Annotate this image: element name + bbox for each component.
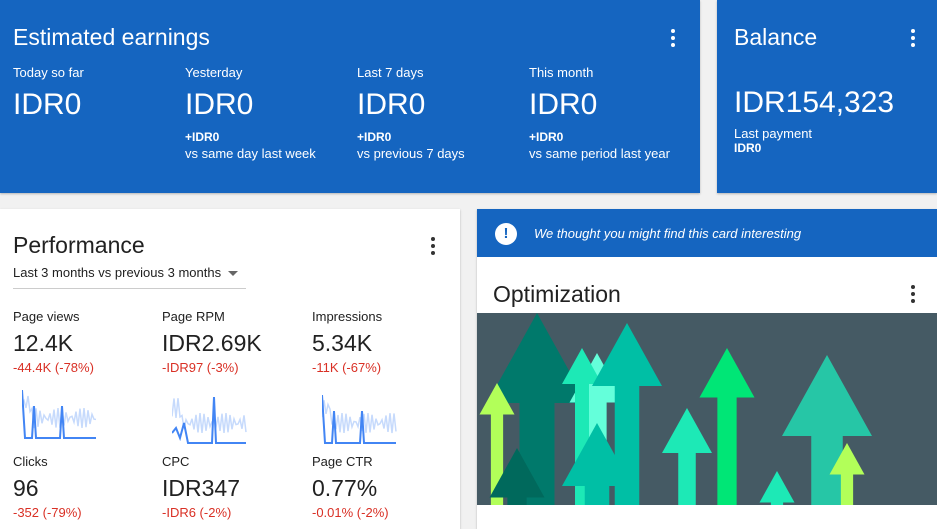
metric-page-rpm[interactable]: Page RPM IDR2.69K -IDR97 (-3%) [162,309,302,375]
label: This month [529,65,594,80]
more-options-icon[interactable] [671,29,675,47]
label: Today so far [13,65,84,80]
estimated-earnings-card: Estimated earnings Today so far IDR0 Yest… [0,0,700,193]
delta: +IDR0 [357,130,392,144]
delta: +IDR0 [529,130,564,144]
arrow-shape [479,383,515,505]
metric-value: IDR347 [162,475,240,501]
compare: vs same day last week [185,146,316,161]
value: IDR0 [357,88,426,121]
sparkline-current [172,396,246,444]
banner-text: We thought you might find this card inte… [534,226,802,241]
metric-label: Page CTR [312,454,373,469]
metric-value: 5.34K [312,330,373,356]
sparkline-current [22,389,96,439]
date-range-label: Last 3 months vs previous 3 months [13,265,222,280]
earnings-title: Estimated earnings [13,24,210,50]
arrow-shape [782,355,872,505]
metric-label: CPC [162,454,190,469]
metric-page-views[interactable]: Page views 12.4K -44.4K (-78%) [13,309,153,375]
last-payment-value: IDR0 [734,141,762,155]
metric-change: -44.4K (-78%) [13,360,94,375]
metric-label: Clicks [13,454,48,469]
sparkline [172,396,247,444]
sparkline [22,389,97,439]
optimization-title: Optimization [493,281,621,307]
balance-card: Balance IDR154,323 Last payment IDR0 [717,0,937,193]
metric-value: 12.4K [13,330,74,356]
balance-title: Balance [734,24,818,50]
arrow-shape [562,423,632,505]
metric-page-ctr[interactable]: Page CTR 0.77% -0.01% (-2%) [312,454,452,520]
date-range-dropdown[interactable]: Last 3 months vs previous 3 months [13,265,246,289]
last-payment-label: Last payment [734,126,813,141]
arrow-shape [759,471,795,505]
arrow-shape [699,348,755,505]
arrow-shape [662,408,712,505]
earnings-yesterday: Yesterday IDR0 +IDR0 vs same day last week [185,65,355,161]
metric-label: Page views [13,309,80,324]
arrow-shape [592,323,662,505]
metric-change: -IDR6 (-2%) [162,505,232,520]
arrow-shape [487,313,587,505]
balance-value: IDR154,323 [734,86,895,119]
optimization-card: ! We thought you might find this card in… [477,209,937,529]
alert-badge-icon: ! [495,223,517,245]
arrow-shape [562,348,602,505]
metric-change: -IDR97 (-3%) [162,360,239,375]
compare: vs same period last year [529,146,670,161]
compare: vs previous 7 days [357,146,465,161]
metric-change: -11K (-67%) [312,360,382,375]
arrow-shape [829,443,865,505]
metric-change: -352 (-79%) [13,505,82,520]
performance-card: Performance Last 3 months vs previous 3 … [0,209,460,529]
value: IDR0 [13,88,82,121]
metric-cpc[interactable]: CPC IDR347 -IDR6 (-2%) [162,454,302,520]
suggestion-banner: ! We thought you might find this card in… [477,209,937,257]
earnings-this-month: This month IDR0 +IDR0 vs same period last y… [529,65,699,161]
optimization-illustration [477,313,937,505]
sparkline [322,394,397,444]
metric-value: IDR2.69K [162,330,262,356]
metric-value: 96 [13,475,39,501]
metric-label: Page RPM [162,309,225,324]
more-options-icon[interactable] [911,285,915,303]
arrow-shape [489,448,545,505]
value: IDR0 [529,88,598,121]
metric-label: Impressions [312,309,383,324]
more-options-icon[interactable] [431,237,435,255]
metric-impressions[interactable]: Impressions 5.34K -11K (-67%) [312,309,452,375]
performance-title: Performance [13,232,145,258]
metric-value: 0.77% [312,475,378,501]
earnings-today: Today so far IDR0 [13,65,183,122]
metric-change: -0.01% (-2%) [312,505,389,520]
label: Last 7 days [357,65,424,80]
earnings-last-7-days: Last 7 days IDR0 +IDR0 vs previous 7 days [357,65,527,161]
delta: +IDR0 [185,130,220,144]
label: Yesterday [185,65,243,80]
metric-clicks[interactable]: Clicks 96 -352 (-79%) [13,454,153,520]
sparkline-current [322,394,396,444]
dropdown-arrow-icon [228,271,238,281]
value: IDR0 [185,88,254,121]
more-options-icon[interactable] [911,29,915,47]
